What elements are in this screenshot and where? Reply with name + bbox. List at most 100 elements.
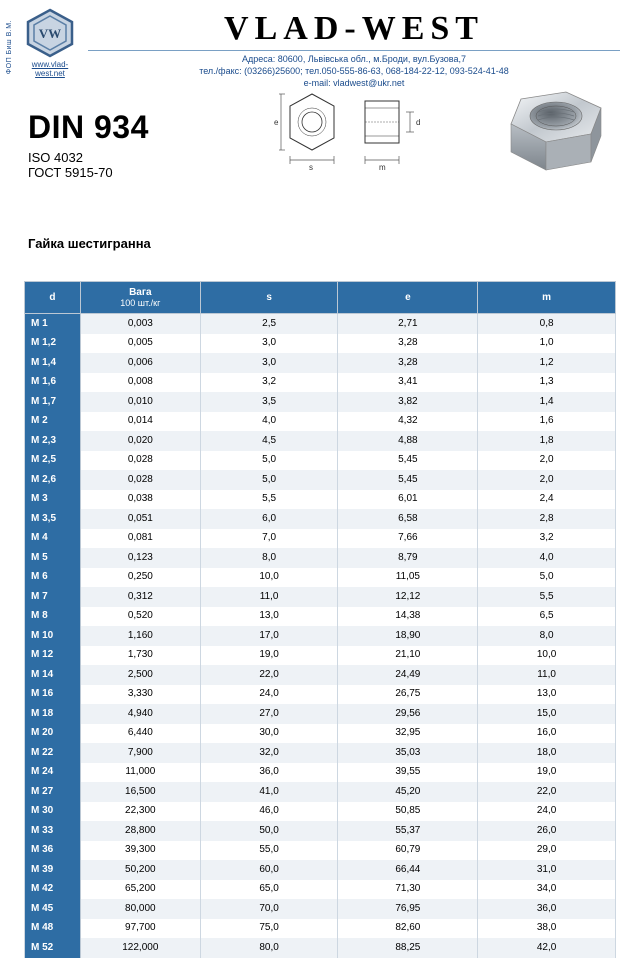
- table-row: M 40,0817,07,663,2: [25, 529, 616, 549]
- cell-e: 8,79: [338, 548, 478, 568]
- table-row: M 4897,70075,082,6038,0: [25, 919, 616, 939]
- th-e: e: [338, 282, 478, 314]
- table-row: M 2411,00036,039,5519,0: [25, 763, 616, 783]
- cell-d: M 2: [25, 412, 81, 432]
- cell-m: 18,0: [478, 743, 616, 763]
- cell-d: M 12: [25, 646, 81, 666]
- cell-e: 6,58: [338, 509, 478, 529]
- cell-s: 8,0: [200, 548, 338, 568]
- cell-weight: 0,010: [80, 392, 200, 412]
- logo-container: VW www.vlad-west.net: [22, 8, 78, 78]
- table-row: M 10,0032,52,710,8: [25, 314, 616, 334]
- product-name: Гайка шестигранна: [0, 180, 640, 251]
- cell-m: 31,0: [478, 860, 616, 880]
- cell-weight: 0,312: [80, 587, 200, 607]
- cell-d: M 2,6: [25, 470, 81, 490]
- cell-weight: 0,250: [80, 568, 200, 588]
- table-row: M 121,73019,021,1010,0: [25, 646, 616, 666]
- cell-s: 5,0: [200, 470, 338, 490]
- table-row: M 163,33024,026,7513,0: [25, 685, 616, 705]
- cell-e: 2,71: [338, 314, 478, 334]
- cell-s: 5,0: [200, 451, 338, 471]
- cell-weight: 0,005: [80, 334, 200, 354]
- table-row: M 2,50,0285,05,452,0: [25, 451, 616, 471]
- cell-m: 1,4: [478, 392, 616, 412]
- cell-d: M 45: [25, 899, 81, 919]
- cell-d: M 20: [25, 724, 81, 744]
- table-row: M 227,90032,035,0318,0: [25, 743, 616, 763]
- cell-d: M 3,5: [25, 509, 81, 529]
- cell-m: 16,0: [478, 724, 616, 744]
- cell-s: 55,0: [200, 841, 338, 861]
- cell-weight: 65,200: [80, 880, 200, 900]
- cell-d: M 24: [25, 763, 81, 783]
- cell-weight: 0,014: [80, 412, 200, 432]
- table-row: M 3,50,0516,06,582,8: [25, 509, 616, 529]
- cell-e: 21,10: [338, 646, 478, 666]
- cell-weight: 0,028: [80, 470, 200, 490]
- cell-d: M 1,4: [25, 353, 81, 373]
- cell-m: 24,0: [478, 802, 616, 822]
- cell-weight: 0,123: [80, 548, 200, 568]
- cell-m: 34,0: [478, 880, 616, 900]
- cell-e: 71,30: [338, 880, 478, 900]
- cell-m: 5,5: [478, 587, 616, 607]
- cell-m: 36,0: [478, 899, 616, 919]
- cell-e: 50,85: [338, 802, 478, 822]
- cell-weight: 0,006: [80, 353, 200, 373]
- cell-d: M 1: [25, 314, 81, 334]
- cell-weight: 1,730: [80, 646, 200, 666]
- cell-e: 45,20: [338, 782, 478, 802]
- cell-d: M 42: [25, 880, 81, 900]
- table-row: M 52122,00080,088,2542,0: [25, 938, 616, 958]
- cell-d: M 2,3: [25, 431, 81, 451]
- table-row: M 20,0144,04,321,6: [25, 412, 616, 432]
- cell-d: M 5: [25, 548, 81, 568]
- table-row: M 30,0385,56,012,4: [25, 490, 616, 510]
- cell-s: 50,0: [200, 821, 338, 841]
- cell-m: 1,6: [478, 412, 616, 432]
- cell-e: 29,56: [338, 704, 478, 724]
- side-company-text: ФОП Биш В.М.: [6, 20, 13, 74]
- cell-e: 18,90: [338, 626, 478, 646]
- cell-e: 24,49: [338, 665, 478, 685]
- cell-d: M 3: [25, 490, 81, 510]
- cell-weight: 6,440: [80, 724, 200, 744]
- cell-d: M 2,5: [25, 451, 81, 471]
- cell-m: 19,0: [478, 763, 616, 783]
- cell-weight: 0,051: [80, 509, 200, 529]
- cell-weight: 2,500: [80, 665, 200, 685]
- table-row: M 2,60,0285,05,452,0: [25, 470, 616, 490]
- cell-e: 82,60: [338, 919, 478, 939]
- cell-m: 6,5: [478, 607, 616, 627]
- cell-e: 5,45: [338, 470, 478, 490]
- cell-weight: 39,300: [80, 841, 200, 861]
- cell-weight: 80,000: [80, 899, 200, 919]
- cell-e: 4,88: [338, 431, 478, 451]
- cell-s: 13,0: [200, 607, 338, 627]
- table-row: M 184,94027,029,5615,0: [25, 704, 616, 724]
- cell-d: M 6: [25, 568, 81, 588]
- page-header: VW www.vlad-west.net VLAD-WEST Адреса: 8…: [0, 0, 640, 93]
- cell-d: M 4: [25, 529, 81, 549]
- cell-s: 19,0: [200, 646, 338, 666]
- cell-s: 3,0: [200, 353, 338, 373]
- svg-text:d: d: [416, 118, 420, 127]
- cell-s: 36,0: [200, 763, 338, 783]
- cell-weight: 50,200: [80, 860, 200, 880]
- cell-d: M 30: [25, 802, 81, 822]
- cell-d: M 33: [25, 821, 81, 841]
- logo-url[interactable]: www.vlad-west.net: [22, 60, 78, 78]
- table-row: M 3950,20060,066,4431,0: [25, 860, 616, 880]
- th-weight: Вага 100 шт./кг: [80, 282, 200, 314]
- cell-m: 4,0: [478, 548, 616, 568]
- cell-s: 41,0: [200, 782, 338, 802]
- cell-m: 15,0: [478, 704, 616, 724]
- table-row: M 1,60,0083,23,411,3: [25, 373, 616, 393]
- cell-d: M 1,6: [25, 373, 81, 393]
- table-row: M 3022,30046,050,8524,0: [25, 802, 616, 822]
- cell-weight: 4,940: [80, 704, 200, 724]
- cell-m: 29,0: [478, 841, 616, 861]
- cell-e: 55,37: [338, 821, 478, 841]
- cell-weight: 0,028: [80, 451, 200, 471]
